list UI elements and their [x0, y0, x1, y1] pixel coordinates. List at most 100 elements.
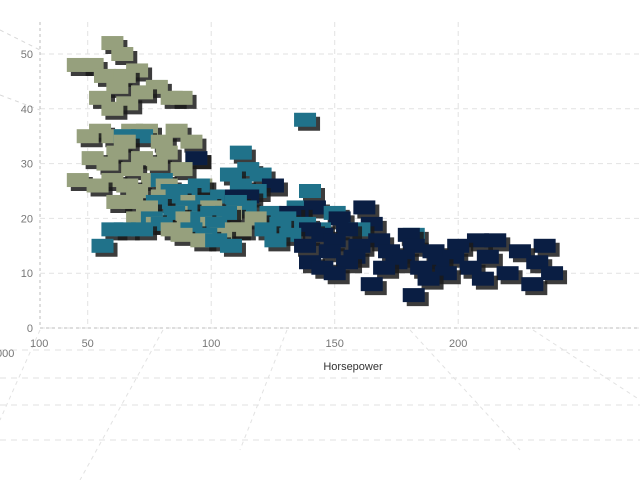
point-face: [294, 238, 317, 253]
data-point: [264, 233, 291, 252]
point-face: [205, 216, 228, 231]
data-point: [294, 238, 321, 257]
floor-perspective-line: [239, 329, 288, 451]
point-face: [521, 277, 544, 292]
data-point: [229, 222, 256, 241]
point-face: [101, 36, 124, 51]
z-tick-label: 000: [0, 348, 14, 360]
point-face: [244, 211, 267, 226]
point-face: [447, 238, 470, 253]
data-point: [417, 271, 444, 290]
point-face: [323, 266, 346, 281]
point-face: [106, 79, 129, 94]
point-face: [219, 238, 242, 253]
floor-grid: [0, 329, 640, 480]
point-face: [336, 255, 359, 270]
data-point: [101, 101, 128, 120]
point-face: [299, 184, 321, 198]
data-point: [106, 79, 133, 98]
point-face: [476, 249, 499, 264]
point-face: [145, 156, 168, 171]
point-face: [106, 145, 129, 160]
point-face: [180, 134, 203, 149]
point-face: [170, 90, 193, 105]
data-point: [219, 238, 246, 257]
x-axis-title: Horsepower: [323, 361, 383, 373]
perspective-line: [0, 94, 41, 111]
data-point: [353, 200, 380, 219]
point-face: [422, 244, 445, 259]
point-face: [526, 255, 549, 270]
x-tick-label: 150: [326, 338, 344, 350]
floor-perspective-line: [0, 329, 41, 421]
data-point: [360, 277, 387, 296]
point-face: [353, 200, 376, 215]
point-face: [328, 211, 351, 226]
point-face: [249, 167, 272, 182]
point-face: [541, 266, 564, 281]
data-point: [180, 134, 207, 153]
point-face: [89, 90, 112, 105]
y-tick-label: 10: [21, 268, 33, 280]
data-point: [131, 85, 158, 104]
point-face: [66, 173, 89, 188]
point-face: [76, 129, 99, 144]
point-face: [294, 112, 317, 127]
point-face: [323, 233, 346, 248]
data-point: [471, 271, 498, 290]
data-point: [533, 238, 560, 257]
point-face: [373, 260, 396, 275]
perspective-line: [0, 29, 41, 51]
x-tick-label: 200: [449, 338, 467, 350]
point-face: [150, 134, 173, 149]
point-face: [170, 162, 193, 177]
point-face: [219, 167, 242, 182]
y-tick-label: 0: [27, 323, 33, 335]
point-face: [254, 222, 277, 237]
data-point: [170, 90, 197, 109]
point-face: [131, 222, 154, 237]
point-face: [101, 101, 124, 116]
axes: [39, 22, 640, 329]
x-tick-label: 50: [82, 338, 94, 350]
data-point: [131, 222, 158, 241]
point-face: [410, 260, 433, 275]
point-face: [86, 178, 109, 193]
x-tick-label: 100: [202, 338, 220, 350]
data-point: [294, 112, 321, 131]
data-point: [402, 288, 429, 307]
point-face: [318, 244, 341, 259]
point-face: [91, 238, 114, 253]
data-points: [66, 36, 568, 307]
point-face: [459, 260, 482, 275]
point-face: [533, 238, 556, 253]
data-point: [170, 162, 197, 181]
data-point: [496, 266, 523, 285]
point-face: [96, 156, 119, 171]
data-point: [76, 129, 103, 148]
point-face: [131, 85, 154, 100]
data-point: [541, 266, 568, 285]
point-face: [93, 68, 116, 83]
point-face: [496, 266, 519, 281]
data-point: [521, 277, 548, 296]
data-point: [261, 178, 288, 197]
point-face: [397, 227, 420, 242]
point-face: [417, 271, 440, 286]
floor-perspective-line: [409, 329, 521, 451]
point-face: [471, 271, 494, 286]
x-tick-label: 100: [30, 338, 48, 350]
y-tick-label: 50: [21, 49, 33, 61]
data-point: [476, 249, 503, 268]
floor-perspective-line: [532, 329, 640, 401]
point-face: [185, 151, 208, 166]
point-face: [126, 184, 149, 198]
point-face: [336, 222, 359, 237]
tick-labels: 0 10 20 30 40 50 50 100 150 200 100 000: [0, 49, 467, 360]
point-face: [113, 222, 136, 237]
point-face: [402, 288, 425, 303]
point-face: [360, 277, 383, 292]
y-tick-label: 40: [21, 104, 33, 116]
point-face: [81, 57, 104, 72]
